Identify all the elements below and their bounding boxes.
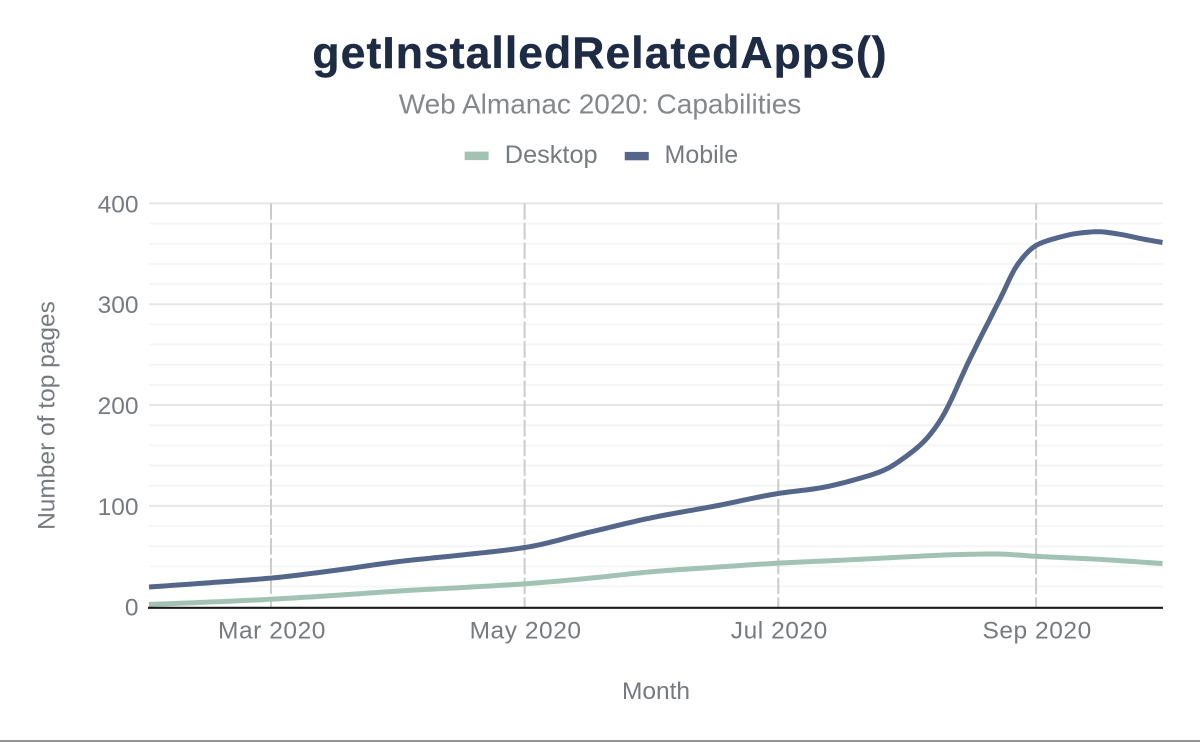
svg-text:Jul 2020: Jul 2020 <box>731 618 828 645</box>
svg-text:Number of top pages: Number of top pages <box>34 301 61 530</box>
svg-text:100: 100 <box>98 494 139 521</box>
svg-text:200: 200 <box>98 393 139 420</box>
svg-text:May 2020: May 2020 <box>470 618 582 645</box>
svg-text:400: 400 <box>98 191 139 218</box>
svg-text:getInstalledRelatedApps(): getInstalledRelatedApps() <box>312 29 887 78</box>
svg-text:0: 0 <box>125 595 139 622</box>
svg-text:Sep 2020: Sep 2020 <box>982 618 1091 645</box>
svg-text:Web Almanac 2020: Capabilities: Web Almanac 2020: Capabilities <box>399 89 802 120</box>
svg-text:300: 300 <box>98 292 139 319</box>
svg-text:Mar 2020: Mar 2020 <box>218 618 326 645</box>
svg-text:Mobile: Mobile <box>665 141 739 169</box>
svg-text:Month: Month <box>622 678 690 705</box>
svg-text:Desktop: Desktop <box>505 141 598 169</box>
